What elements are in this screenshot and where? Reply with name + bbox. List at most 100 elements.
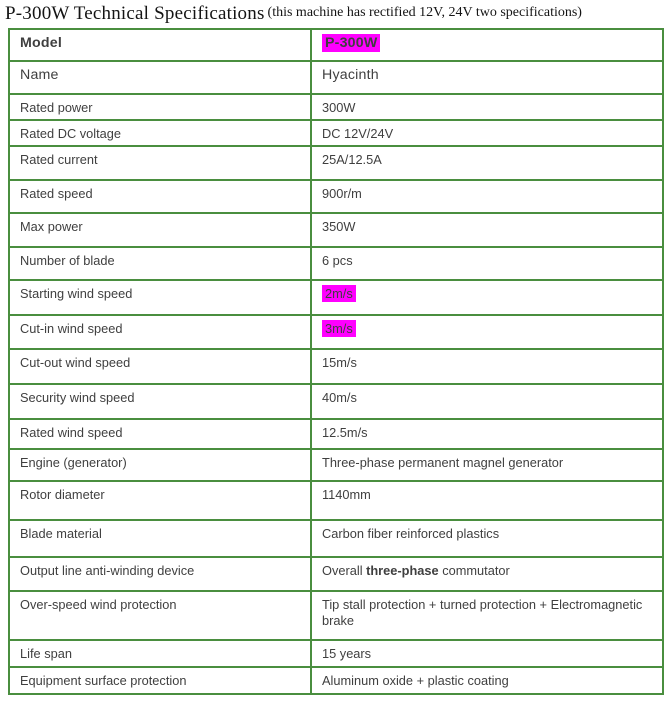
spec-label-cell: Rated power (8, 93, 312, 121)
spec-label: Rated current (20, 152, 98, 167)
spec-label-cell: Cut-in wind speed (8, 314, 312, 350)
spec-label: Life span (20, 646, 72, 661)
spec-value: Aluminum oxide + plastic coating (322, 673, 509, 688)
spec-label-cell: Life span (8, 639, 312, 668)
title-text: P-300W Technical Specifications (5, 3, 265, 24)
spec-table-body: Model P-300W Name Hyacinth Rated power 3… (8, 28, 664, 695)
spec-value-cell: 3m/s (310, 314, 664, 350)
spec-value: 350W (322, 219, 356, 234)
table-row: Blade material Carbon fiber reinforced p… (8, 519, 664, 558)
table-row: Rated wind speed 12.5m/s (8, 418, 664, 450)
spec-value-cell: Three-phase permanent magnel generator (310, 448, 664, 482)
table-row: Security wind speed 40m/s (8, 383, 664, 420)
spec-label-cell: Blade material (8, 519, 312, 558)
spec-label: Rated DC voltage (20, 126, 122, 141)
spec-label-cell: Rated current (8, 145, 312, 181)
spec-label-cell: Equipment surface protection (8, 666, 312, 695)
spec-value: 12.5m/s (322, 425, 368, 440)
spec-label-cell: Name (8, 60, 312, 95)
spec-value: 6 pcs (322, 253, 353, 268)
table-row: Max power 350W (8, 212, 664, 248)
spec-value: 300W (322, 100, 356, 115)
table-row: Engine (generator) Three-phase permanent… (8, 448, 664, 482)
spec-value-cell: P-300W (310, 28, 664, 62)
table-row: Number of blade 6 pcs (8, 246, 664, 281)
table-row: Rated current 25A/12.5A (8, 145, 664, 181)
page-title: P-300W Technical Specifications (this mac… (5, 3, 670, 25)
spec-value: Hyacinth (322, 67, 379, 83)
spec-value: 3m/s (322, 320, 356, 337)
table-row: Cut-out wind speed 15m/s (8, 348, 664, 385)
spec-table: Model P-300W Name Hyacinth Rated power 3… (8, 28, 664, 695)
spec-label: Rated wind speed (20, 425, 123, 440)
spec-label: Model (20, 35, 62, 51)
spec-value-cell: 25A/12.5A (310, 145, 664, 181)
table-row: Life span 15 years (8, 639, 664, 668)
spec-label: Cut-out wind speed (20, 355, 131, 370)
spec-value-cell: 1140mm (310, 480, 664, 521)
spec-value: 40m/s (322, 390, 357, 405)
spec-value: 25A/12.5A (322, 152, 382, 167)
table-row: Rated power 300W (8, 93, 664, 121)
table-row: Rotor diameter 1140mm (8, 480, 664, 521)
spec-value: 1140mm (322, 487, 371, 502)
spec-label: Rated speed (20, 186, 93, 201)
spec-value-cell: 6 pcs (310, 246, 664, 281)
spec-label-cell: Number of blade (8, 246, 312, 281)
spec-label: Cut-in wind speed (20, 321, 123, 336)
spec-value: 2m/s (322, 285, 356, 302)
spec-value-cell: Carbon fiber reinforced plastics (310, 519, 664, 558)
spec-label-cell: Rated wind speed (8, 418, 312, 450)
spec-value: P-300W (322, 34, 381, 52)
spec-value: 900r/m (322, 186, 362, 201)
spec-label: Rotor diameter (20, 487, 105, 502)
spec-value-cell: 350W (310, 212, 664, 248)
spec-label: Starting wind speed (20, 286, 133, 301)
spec-value-cell: Tip stall protection + turned protection… (310, 590, 664, 641)
spec-label-cell: Engine (generator) (8, 448, 312, 482)
spec-label-cell: Over-speed wind protection (8, 590, 312, 641)
spec-label: Equipment surface protection (20, 673, 187, 688)
spec-label-cell: Rated DC voltage (8, 119, 312, 147)
spec-value-cell: 40m/s (310, 383, 664, 420)
spec-value: Carbon fiber reinforced plastics (322, 526, 500, 541)
spec-label-cell: Max power (8, 212, 312, 248)
spec-value-cell: 15 years (310, 639, 664, 668)
table-row: Model P-300W (8, 28, 664, 62)
spec-value-cell: Hyacinth (310, 60, 664, 95)
value-run: three-phase (366, 563, 439, 578)
spec-label-cell: Model (8, 28, 312, 62)
spec-value: DC 12V/24V (322, 126, 394, 141)
spec-value: 15 years (322, 646, 372, 661)
spec-value: Tip stall protection + turned protection… (322, 597, 643, 628)
spec-value: 15m/s (322, 355, 357, 370)
spec-label-cell: Output line anti-winding device (8, 556, 312, 592)
table-row: Name Hyacinth (8, 60, 664, 95)
spec-value-cell: Overall three-phase commutator (310, 556, 664, 592)
spec-label: Number of blade (20, 253, 115, 268)
spec-label-cell: Rotor diameter (8, 480, 312, 521)
spec-value-cell: DC 12V/24V (310, 119, 664, 147)
spec-value-cell: Aluminum oxide + plastic coating (310, 666, 664, 695)
spec-label-cell: Security wind speed (8, 383, 312, 420)
spec-value-cell: 2m/s (310, 279, 664, 316)
spec-value-cell: 15m/s (310, 348, 664, 385)
spec-label-cell: Starting wind speed (8, 279, 312, 316)
table-row: Output line anti-winding device Overall … (8, 556, 664, 592)
table-row: Cut-in wind speed 3m/s (8, 314, 664, 350)
table-row: Over-speed wind protection Tip stall pro… (8, 590, 664, 641)
spec-value: Three-phase permanent magnel generator (322, 455, 564, 470)
spec-label: Engine (generator) (20, 455, 127, 470)
spec-label: Security wind speed (20, 390, 135, 405)
spec-label: Max power (20, 219, 83, 234)
table-row: Rated DC voltage DC 12V/24V (8, 119, 664, 147)
spec-value-cell: 300W (310, 93, 664, 121)
table-row: Equipment surface protection Aluminum ox… (8, 666, 664, 695)
spec-label: Output line anti-winding device (20, 563, 195, 578)
value-run: Overall (322, 563, 367, 578)
spec-value-cell: 900r/m (310, 179, 664, 214)
table-row: Rated speed 900r/m (8, 179, 664, 214)
spec-label-cell: Cut-out wind speed (8, 348, 312, 385)
title-note: (this machine has rectified 12V, 24V two… (267, 5, 582, 20)
spec-label: Blade material (20, 526, 102, 541)
